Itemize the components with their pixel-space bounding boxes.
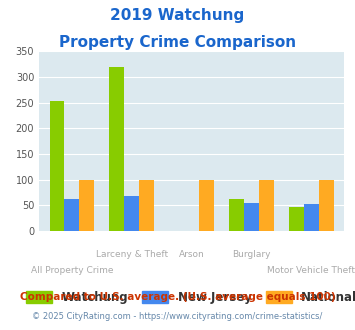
Text: © 2025 CityRating.com - https://www.cityrating.com/crime-statistics/: © 2025 CityRating.com - https://www.city…: [32, 312, 323, 321]
Bar: [139, 180, 154, 231]
Bar: [319, 180, 334, 231]
Bar: [304, 204, 319, 231]
Bar: [289, 207, 304, 231]
Legend: Watchung, New Jersey, National: Watchung, New Jersey, National: [20, 285, 355, 310]
Text: 2019 Watchung: 2019 Watchung: [110, 8, 245, 23]
Bar: [65, 199, 80, 231]
Bar: [124, 196, 139, 231]
Bar: [199, 180, 214, 231]
Bar: [109, 67, 124, 231]
Text: Motor Vehicle Theft: Motor Vehicle Theft: [267, 266, 355, 275]
Bar: [259, 180, 274, 231]
Text: All Property Crime: All Property Crime: [31, 266, 113, 275]
Text: Compared to U.S. average. (U.S. average equals 100): Compared to U.S. average. (U.S. average …: [20, 292, 335, 302]
Bar: [50, 101, 65, 231]
Text: Arson: Arson: [179, 250, 204, 259]
Text: Burglary: Burglary: [232, 250, 271, 259]
Bar: [80, 180, 94, 231]
Bar: [244, 203, 259, 231]
Text: Larceny & Theft: Larceny & Theft: [96, 250, 168, 259]
Text: Property Crime Comparison: Property Crime Comparison: [59, 35, 296, 50]
Bar: [229, 199, 244, 231]
